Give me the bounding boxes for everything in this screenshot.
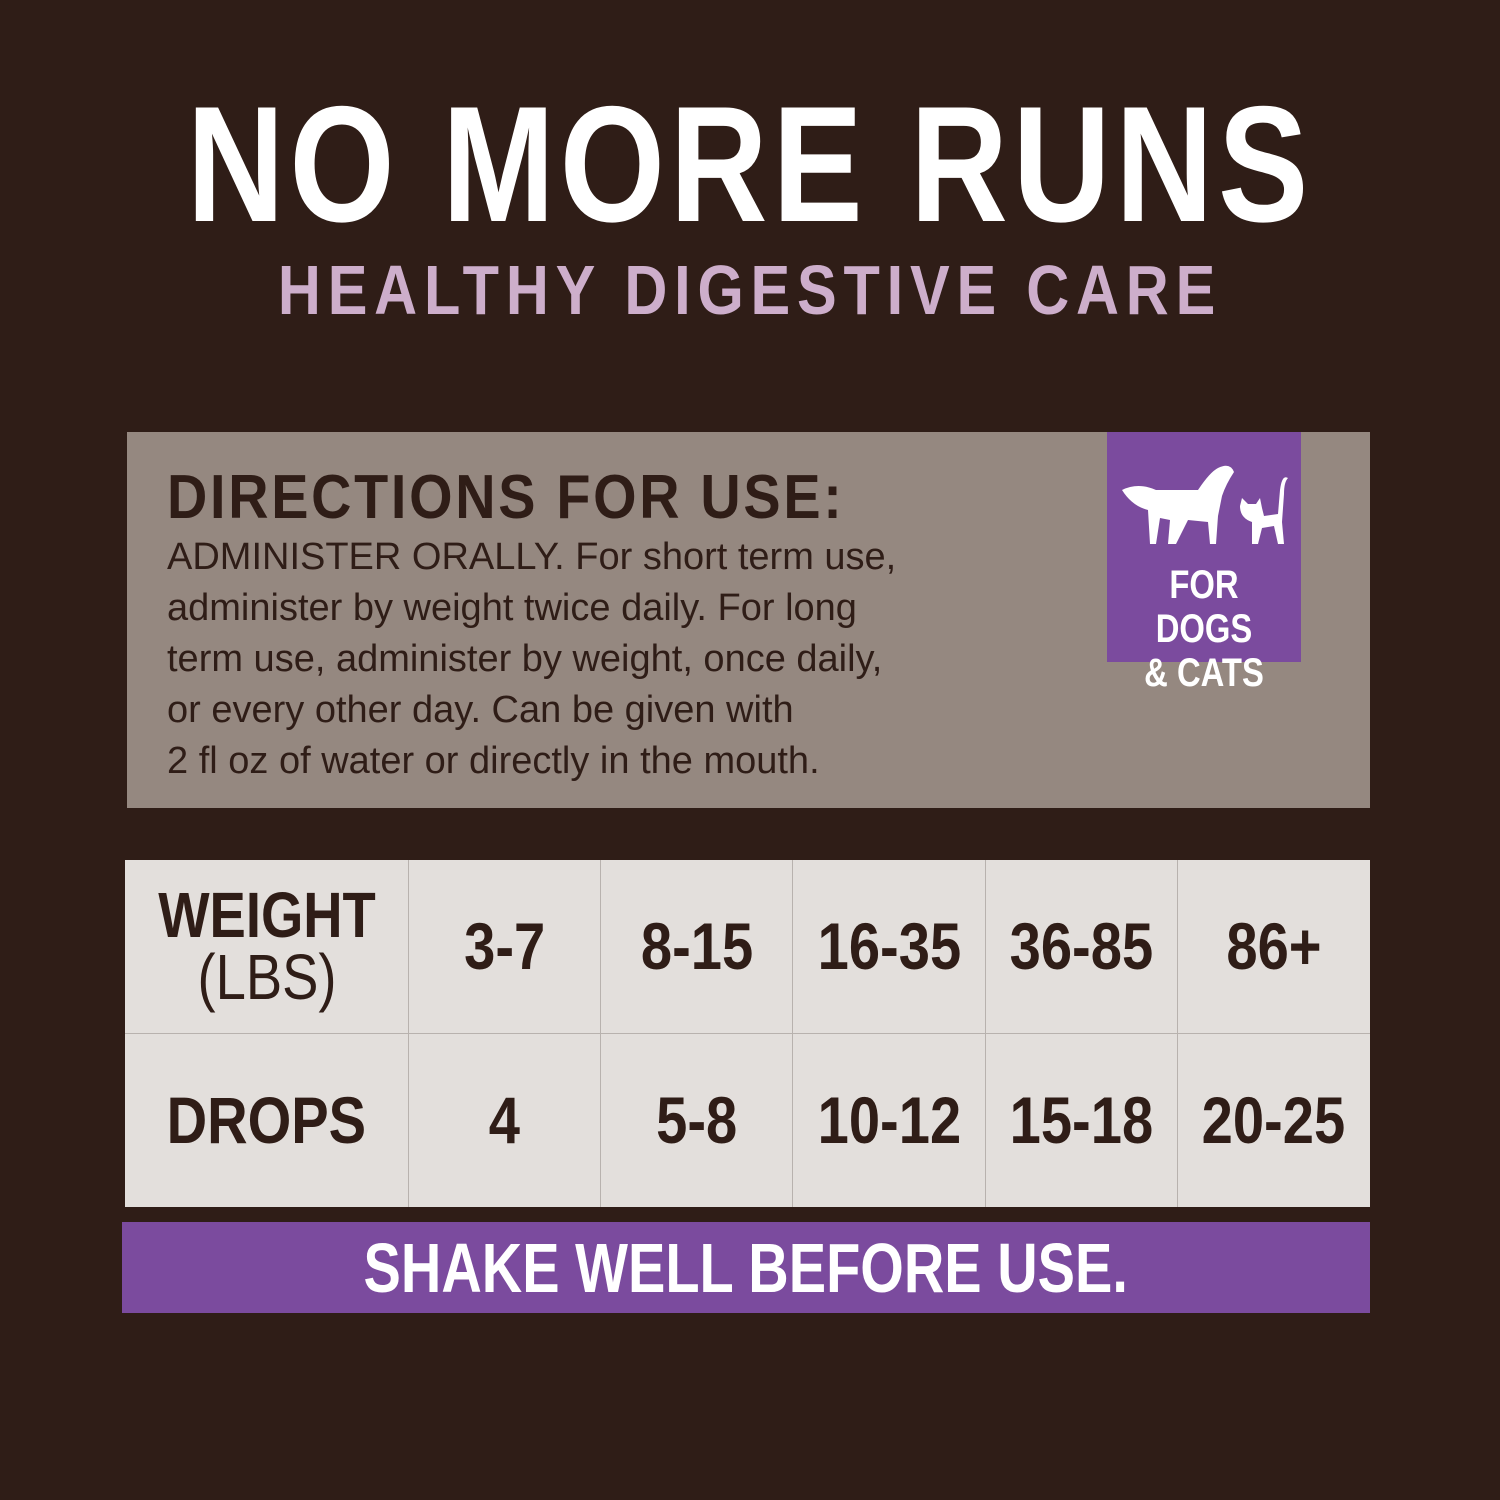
directions-line: administer by weight twice daily. For lo… (167, 587, 857, 629)
weight-label: WEIGHT (157, 879, 376, 952)
weight-cell: 36-85 (985, 860, 1178, 1034)
page-title: NO MORE RUNS (186, 72, 1314, 256)
directions-heading: DIRECTIONS FOR USE: (167, 463, 845, 532)
shake-text: SHAKE WELL BEFORE USE. (363, 1228, 1129, 1307)
directions-line: term use, administer by weight, once dai… (167, 638, 883, 680)
shake-banner: SHAKE WELL BEFORE USE. (122, 1222, 1370, 1313)
page-subtitle: HEALTHY DIGESTIVE CARE (277, 251, 1223, 329)
weight-cell: 16-35 (793, 860, 986, 1034)
weight-cell: 86+ (1177, 860, 1370, 1034)
drops-cell: 20-25 (1202, 1083, 1346, 1158)
badge-text: FOR DOGS & CATS (1124, 563, 1283, 695)
drops-cell: 4 (409, 1033, 602, 1207)
badge-line: FOR DOGS (1155, 563, 1253, 651)
weight-unit: (LBS) (196, 941, 337, 1014)
dog-and-cat-icon (1122, 465, 1288, 544)
directions-line: or every other day. Can be given with (167, 689, 794, 731)
directions-text: ADMINISTER ORALLY. For short term use, a… (167, 532, 1067, 787)
badge-line: & CATS (1144, 651, 1264, 695)
weight-cell: 3-7 (409, 860, 602, 1034)
drops-cell: 10-12 (793, 1033, 986, 1207)
weight-cell: 8-15 (601, 860, 794, 1034)
drops-cell: 15-18 (986, 1033, 1178, 1207)
dosage-table: WEIGHT (LBS) 3-7 8-15 16-35 36-85 86+ DRO… (125, 860, 1370, 1207)
dogs-cats-badge: FOR DOGS & CATS (1107, 432, 1301, 695)
directions-line: 2 fl oz of water or directly in the mout… (167, 740, 820, 782)
weight-header: WEIGHT (LBS) (125, 860, 409, 1034)
directions-line: ADMINISTER ORALLY. For short term use, (167, 536, 897, 578)
drops-cell: 5-8 (601, 1033, 794, 1207)
drops-header: DROPS (125, 1033, 409, 1207)
